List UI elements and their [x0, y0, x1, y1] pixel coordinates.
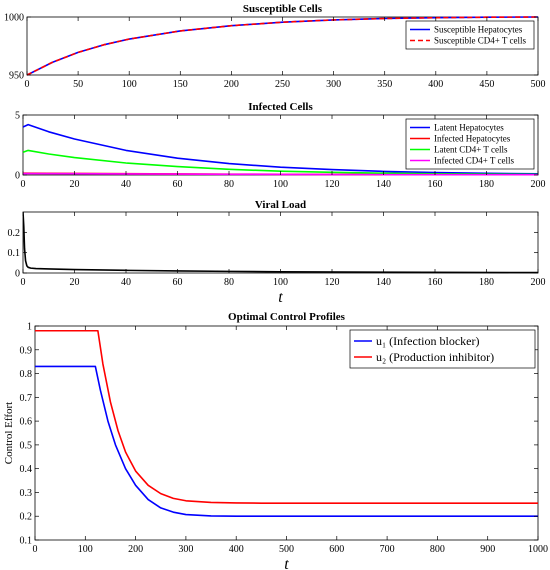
- x-axis-label: t: [284, 556, 289, 570]
- chart-panel-2: Infected Cells 0 20 40 60 80 100 120 140 160 180 20…: [15, 101, 546, 190]
- y-tick-label: 950: [9, 71, 24, 82]
- x-tick-label: 160: [428, 277, 443, 288]
- series-line-2: [35, 329, 538, 504]
- legend-label: u₁ (Infection blocker): [376, 334, 479, 348]
- x-tick-label: 20: [70, 277, 80, 288]
- x-tick-label: 150: [173, 79, 188, 90]
- x-tick-label: 300: [326, 79, 341, 90]
- x-tick-label: 40: [121, 277, 131, 288]
- x-tick-label: 0: [21, 179, 26, 190]
- x-tick-label: 400: [428, 79, 443, 90]
- legend-box: [349, 329, 536, 369]
- x-tick-label: 80: [224, 277, 234, 288]
- legend-label: Latent CD4+ T cells: [434, 145, 508, 155]
- chart-panel-4: Optimal Control Profiles 0 100 200 300 400 500…: [3, 311, 548, 570]
- y-tick-label: 0.5: [20, 440, 33, 451]
- x-tick-label: 180: [479, 277, 494, 288]
- x-tick-label: 100: [273, 179, 288, 190]
- y-tick-label: 1000: [4, 13, 24, 24]
- y-tick-label: 0.8: [20, 369, 33, 380]
- x-tick-label: 50: [73, 79, 83, 90]
- legend-box: [405, 20, 535, 50]
- legend-label: Infected Hepatocytes: [434, 134, 511, 144]
- legend-label: Susceptible Hepatocytes: [434, 25, 523, 35]
- x-tick-label: 120: [325, 277, 340, 288]
- chart-title: Viral Load: [255, 199, 306, 211]
- x-tick-label: 200: [224, 79, 239, 90]
- y-tick-label: 0.3: [20, 488, 33, 499]
- y-axis-label: Control Effort: [3, 402, 15, 464]
- y-tick-label: 0: [15, 171, 20, 182]
- x-tick-label: 200: [128, 544, 143, 555]
- x-tick-label: 40: [121, 179, 131, 190]
- x-tick-label: 0: [21, 277, 26, 288]
- series-line-1: [35, 365, 538, 518]
- y-tick-label: 0.6: [20, 417, 33, 428]
- y-tick-label: 0.9: [20, 345, 33, 356]
- y-tick-label: 0.1: [20, 536, 33, 547]
- x-axis-label: t: [278, 289, 283, 306]
- y-tick-label: 5: [15, 111, 20, 122]
- x-tick-label: 300: [178, 544, 193, 555]
- y-tick-label: 0.7: [20, 393, 33, 404]
- legend-label: Infected CD4+ T cells: [434, 156, 514, 166]
- x-tick-label: 250: [275, 79, 290, 90]
- legend-label: u₂ (Production inhibitor): [376, 350, 494, 364]
- x-tick-label: 500: [531, 79, 546, 90]
- x-tick-label: 1000: [528, 544, 548, 555]
- y-tick-label: 0.4: [20, 464, 33, 475]
- x-tick-label: 700: [380, 544, 395, 555]
- x-tick-label: 60: [173, 277, 183, 288]
- x-tick-label: 80: [224, 179, 234, 190]
- y-tick-label: 0.2: [8, 228, 21, 239]
- legend-label: Susceptible CD4+ T cells: [434, 36, 526, 46]
- x-tick-label: 450: [479, 79, 494, 90]
- y-tick-label: 0.1: [8, 248, 21, 259]
- x-tick-label: 350: [377, 79, 392, 90]
- x-tick-label: 160: [428, 179, 443, 190]
- legend-label: Latent Hepatocytes: [434, 123, 504, 133]
- x-tick-label: 0: [33, 544, 38, 555]
- chart-panel-1: Susceptible Cells 0 50 100 150 200 250 300 350 40…: [4, 3, 546, 90]
- legend: u₁ (Infection blocker) u₂ (Production inh…: [349, 329, 536, 369]
- chart-panel-3: Viral Load 0 20 40 60 80 100 120 140 160 180 200 0 0.…: [8, 199, 546, 306]
- plot-area: [22, 211, 539, 274]
- x-tick-label: 140: [376, 277, 391, 288]
- x-tick-label: 400: [229, 544, 244, 555]
- x-tick-label: 500: [279, 544, 294, 555]
- x-tick-label: 140: [376, 179, 391, 190]
- x-tick-label: 60: [173, 179, 183, 190]
- chart-title: Optimal Control Profiles: [228, 311, 346, 323]
- y-tick-label: 1: [27, 322, 32, 333]
- x-tick-label: 200: [531, 179, 546, 190]
- x-tick-label: 100: [273, 277, 288, 288]
- x-tick-label: 0: [25, 79, 30, 90]
- x-tick-label: 600: [329, 544, 344, 555]
- x-tick-label: 200: [531, 277, 546, 288]
- y-tick-label: 0.2: [20, 512, 33, 523]
- x-tick-label: 120: [325, 179, 340, 190]
- x-tick-label: 900: [480, 544, 495, 555]
- chart-title: Susceptible Cells: [243, 3, 323, 15]
- x-tick-label: 100: [122, 79, 137, 90]
- chart-title: Infected Cells: [248, 101, 313, 113]
- x-tick-label: 20: [70, 179, 80, 190]
- x-tick-label: 180: [479, 179, 494, 190]
- x-tick-label: 800: [430, 544, 445, 555]
- series-line-1: [23, 211, 538, 274]
- y-tick-label: 0: [15, 269, 20, 280]
- x-tick-label: 100: [78, 544, 93, 555]
